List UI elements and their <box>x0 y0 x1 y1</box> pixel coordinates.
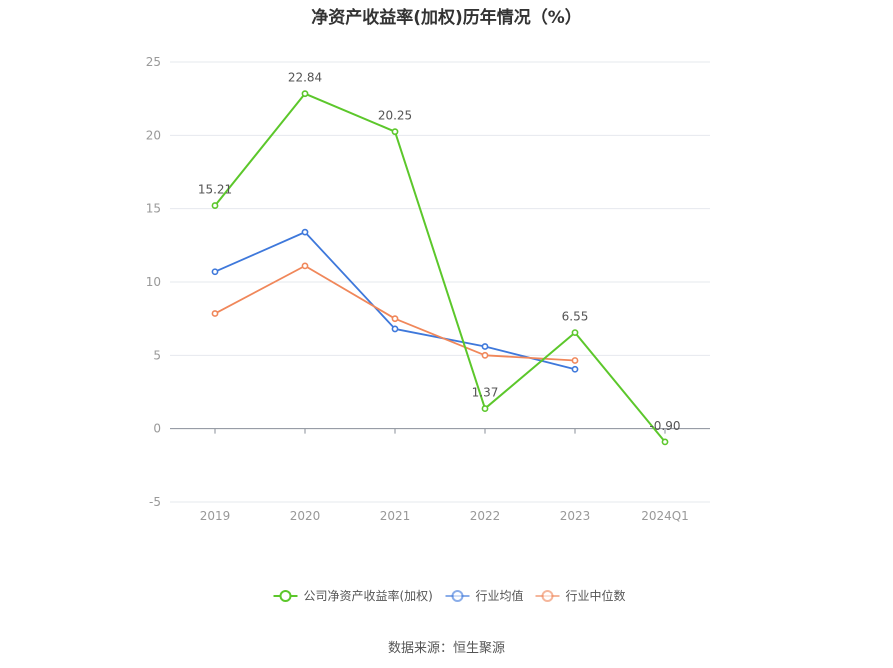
legend-label: 行业中位数 <box>566 588 626 603</box>
data-label-layer: 15.21 22.84 20.25 1.37 6.55 -0.90 <box>198 71 681 433</box>
data-point <box>391 128 399 136</box>
data-label: 6.55 <box>562 310 589 324</box>
data-point <box>301 228 309 236</box>
data-label: -0.90 <box>649 419 680 433</box>
y-tick-label: 0 <box>153 422 161 436</box>
legend-label: 行业均值 <box>476 588 524 603</box>
x-tick-label: 2020 <box>290 509 321 523</box>
x-tick-label: 2019 <box>200 509 231 523</box>
data-point <box>571 365 579 373</box>
data-point <box>571 357 579 364</box>
y-tick-label: 20 <box>146 128 161 142</box>
axis-layer: -5 0 5 10 15 20 25 2019 2020 2021 2022 2023 2024Q1 <box>146 55 710 523</box>
y-tick-label: 5 <box>153 348 161 362</box>
data-point <box>301 262 309 270</box>
legend-label: 公司净资产收益率(加权) <box>304 588 433 603</box>
y-tick-label: -5 <box>149 495 161 509</box>
series-layer <box>211 90 669 446</box>
grid-layer <box>170 61 710 503</box>
data-point <box>481 351 489 359</box>
legend-item: 公司净资产收益率(加权) <box>273 588 433 603</box>
series-line <box>214 92 666 443</box>
legend-swatch-marker <box>279 590 292 602</box>
data-label: 1.37 <box>472 386 499 400</box>
data-point <box>211 268 219 276</box>
legend-swatch-marker <box>451 590 464 602</box>
data-point <box>391 325 399 333</box>
legend-swatch-marker <box>541 590 554 602</box>
data-point <box>481 405 489 412</box>
legend: 公司净资产收益率(加权) 行业均值 行业中位数 <box>273 588 626 603</box>
data-point <box>661 438 669 446</box>
data-point <box>211 310 219 317</box>
data-point <box>571 329 579 336</box>
legend-item: 行业中位数 <box>535 588 626 603</box>
x-tick-label: 2022 <box>470 509 501 523</box>
series-line <box>214 231 576 371</box>
data-label: 22.84 <box>288 71 322 85</box>
series-line <box>214 264 576 362</box>
chart-title: 净资产收益率(加权)历年情况（%） <box>311 8 582 28</box>
data-point <box>301 90 309 98</box>
data-point <box>391 315 399 323</box>
data-label: 20.25 <box>378 109 412 123</box>
data-point <box>481 343 489 350</box>
data-source: 数据来源：恒生聚源 <box>387 641 505 656</box>
data-point <box>211 202 219 209</box>
y-tick-label: 10 <box>146 275 161 289</box>
x-tick-label: 2024Q1 <box>641 509 689 523</box>
x-tick-label: 2021 <box>380 509 411 523</box>
y-tick-label: 25 <box>146 55 161 69</box>
x-tick-label: 2023 <box>560 509 591 523</box>
legend-item: 行业均值 <box>445 588 524 603</box>
y-tick-label: 15 <box>146 202 161 216</box>
data-label: 15.21 <box>198 183 232 197</box>
